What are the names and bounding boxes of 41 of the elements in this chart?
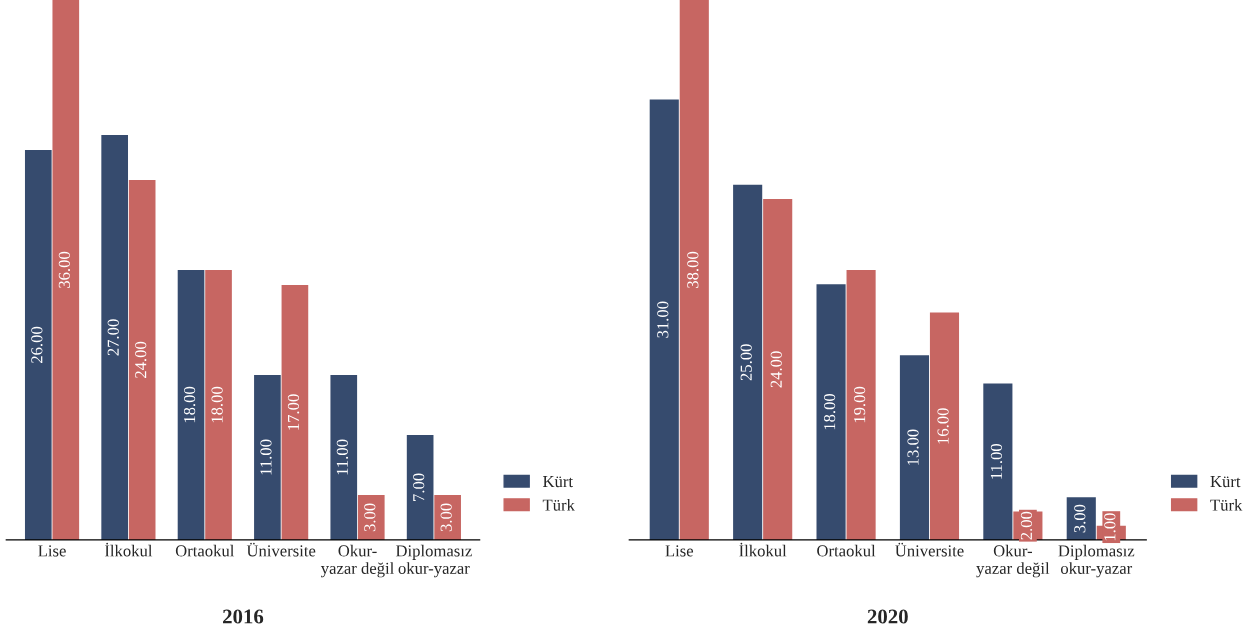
data-label: 19.00: [854, 386, 866, 423]
x-tick-label: Lise: [38, 545, 66, 557]
legend-label: Türk: [542, 499, 575, 511]
data-label: 3.00: [364, 503, 376, 532]
data-label: 2.00: [1020, 511, 1033, 540]
data-label: 11.00: [990, 443, 1003, 479]
legend-label: Türk: [1210, 499, 1243, 511]
data-label: 13.00: [907, 429, 919, 465]
data-label: 24.00: [135, 341, 147, 378]
data-label: 26.00: [31, 326, 43, 363]
text: 2020: [867, 609, 908, 624]
x-tick-label: Diplomasız okur-yazar: [395, 544, 472, 578]
data-label: 3.00: [440, 503, 452, 532]
data-label: 18.00: [211, 386, 223, 423]
data-label: 17.00: [287, 394, 300, 430]
x-tick-label: Ortaokul: [175, 544, 235, 557]
data-label: 11.00: [336, 439, 349, 475]
x-tick-label: İlkokul: [104, 542, 153, 557]
x-tick-label: İlkokul: [739, 542, 787, 557]
x-tick-label: Üniversite: [246, 542, 316, 557]
data-label: 16.00: [937, 408, 949, 444]
data-label: 38.00: [687, 251, 699, 288]
data-label: 27.00: [107, 319, 119, 356]
text: 2016: [223, 609, 264, 624]
data-label: 18.00: [183, 386, 196, 423]
data-label: 24.00: [770, 351, 782, 388]
data-label: 18.00: [823, 393, 836, 430]
data-label: 25.00: [740, 344, 752, 381]
x-tick-label: Okur- yazar değil: [320, 544, 394, 578]
data-label: 36.00: [58, 251, 71, 288]
x-tick-label: Okur- yazar değil: [976, 544, 1050, 578]
data-label: 11.00: [260, 439, 272, 475]
legend-label: Kürt: [1210, 476, 1241, 488]
x-tick-label: Diplomasız okur-yazar: [1058, 544, 1135, 578]
legend-label: Kürt: [542, 476, 573, 488]
data-label: 3.00: [1074, 504, 1086, 533]
data-label: 31.00: [657, 301, 669, 338]
x-tick-label: Üniversite: [895, 542, 964, 557]
x-tick-label: Lise: [665, 545, 694, 557]
x-tick-label: Ortaokul: [817, 544, 876, 557]
data-label: 7.00: [413, 473, 425, 501]
